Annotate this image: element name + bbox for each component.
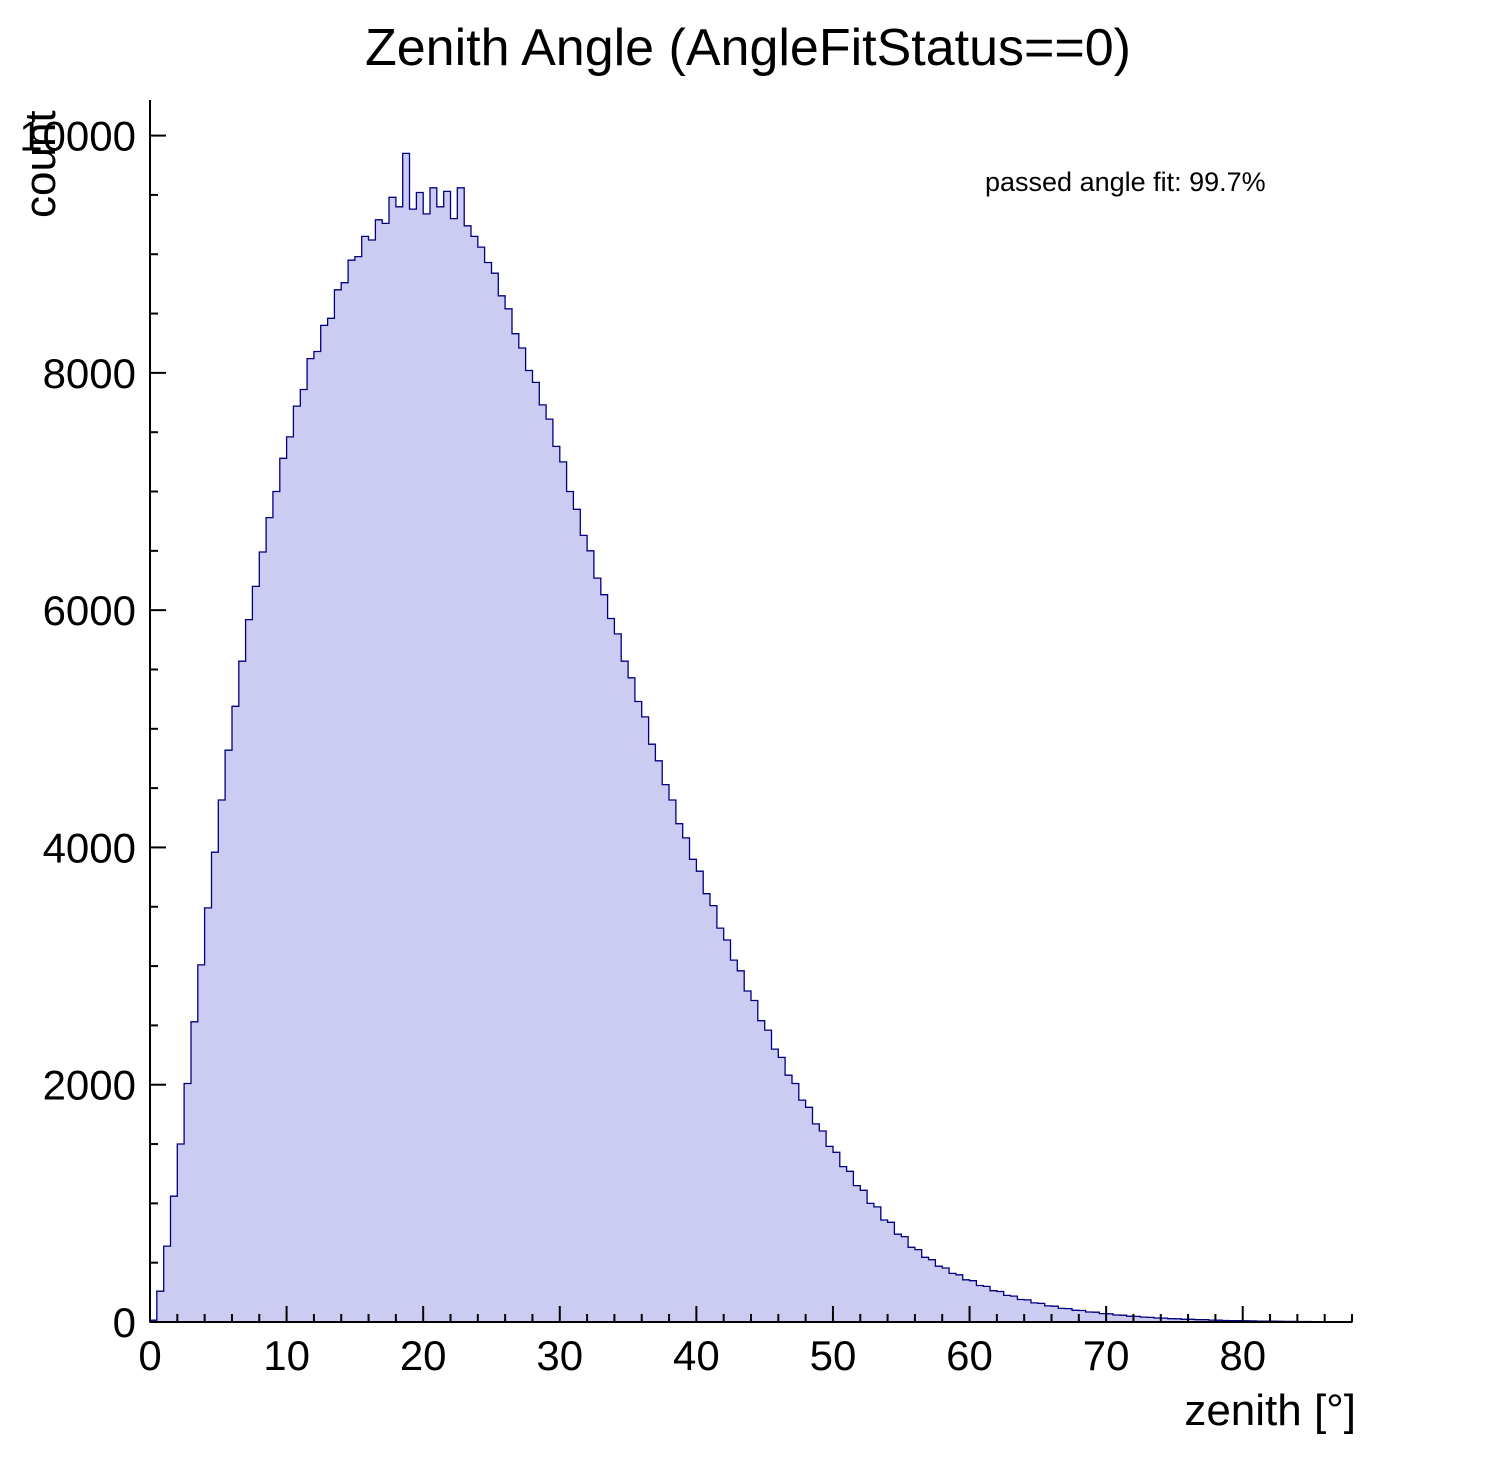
x-tick-label: 80 [1219,1332,1266,1379]
x-tick-label: 60 [946,1332,993,1379]
y-tick-label: 6000 [43,587,136,634]
y-tick-label: 0 [113,1299,136,1346]
y-axis-title: count [16,110,65,218]
y-tick-label: 10000 [19,113,136,160]
x-axis-title: zenith [°] [1184,1386,1356,1435]
chart-title: Zenith Angle (AngleFitStatus==0) [364,19,1131,77]
x-tick-label: 70 [1083,1332,1130,1379]
histogram-series [149,152,1353,1323]
y-tick-label: 2000 [43,1062,136,1109]
x-tick-label: 0 [138,1332,161,1379]
x-tick-label: 10 [263,1332,310,1379]
x-tick-label: 30 [536,1332,583,1379]
x-tick-label: 40 [673,1332,720,1379]
annotation-passed-angle-fit: passed angle fit: 99.7% [985,167,1266,197]
y-tick-label: 8000 [43,350,136,397]
x-tick-label: 20 [400,1332,447,1379]
y-tick-label: 4000 [43,824,136,871]
x-tick-label: 50 [810,1332,857,1379]
